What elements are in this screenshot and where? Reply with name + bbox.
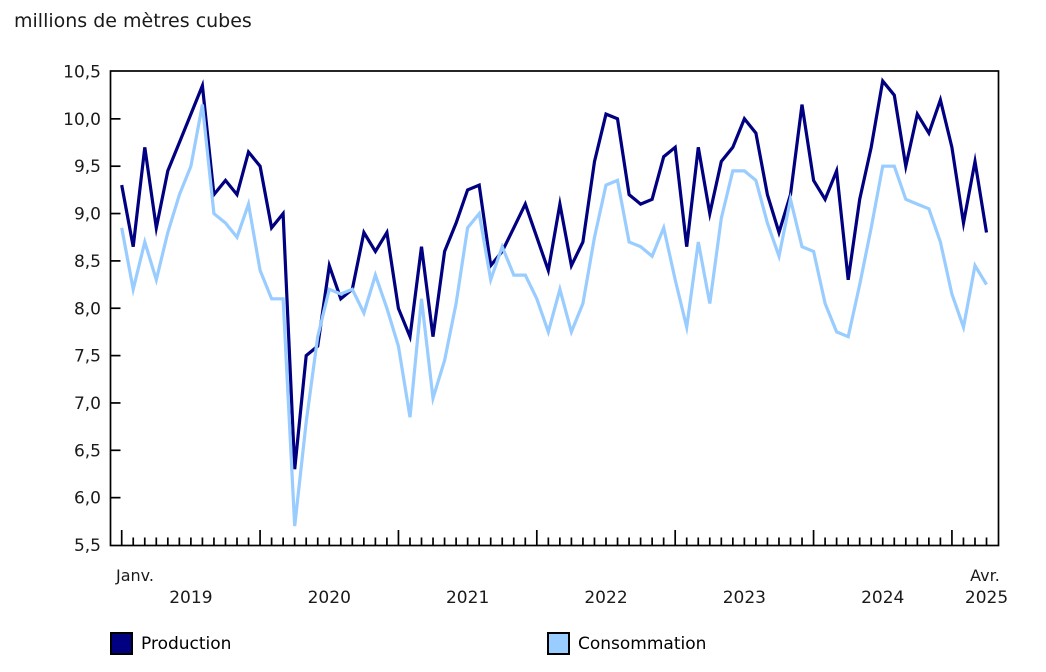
production-swatch — [110, 632, 133, 655]
y-tick-label: 9,0 — [74, 205, 101, 225]
legend-item-consommation: Consommation — [547, 632, 706, 655]
y-tick-label: 10,0 — [63, 110, 101, 130]
y-tick-label: 7,5 — [74, 347, 101, 367]
x-year-label: 2022 — [584, 588, 628, 608]
y-tick-label: 10,5 — [63, 63, 101, 83]
y-tick-label: 7,0 — [74, 394, 101, 414]
series-line-production — [120, 77, 989, 470]
y-tick-label: 9,5 — [74, 157, 101, 177]
x-year-label: 2024 — [861, 588, 905, 608]
consommation-swatch — [547, 632, 570, 655]
x-axis-end-month-label: Avr. — [970, 566, 1000, 585]
legend-item-production: Production — [110, 632, 231, 655]
x-axis-start-month-label: Janv. — [116, 566, 154, 585]
y-tick-label: 8,5 — [74, 252, 101, 272]
y-tick-label: 8,0 — [74, 299, 101, 319]
y-tick-label: 5,5 — [74, 536, 101, 556]
x-year-label: 2021 — [445, 588, 490, 608]
y-tick-label: 6,0 — [74, 489, 101, 509]
x-year-label: 2025 — [964, 588, 1009, 608]
chart-title: millions de mètres cubes — [14, 10, 252, 32]
x-year-label: 2023 — [722, 588, 766, 608]
y-tick-label: 6,5 — [74, 441, 101, 461]
x-year-label: 2020 — [307, 588, 351, 608]
legend-label-consommation: Consommation — [578, 633, 707, 654]
x-year-label: 2019 — [169, 588, 213, 608]
series-line-consommation — [120, 104, 988, 527]
legend-label-production: Production — [141, 633, 232, 654]
